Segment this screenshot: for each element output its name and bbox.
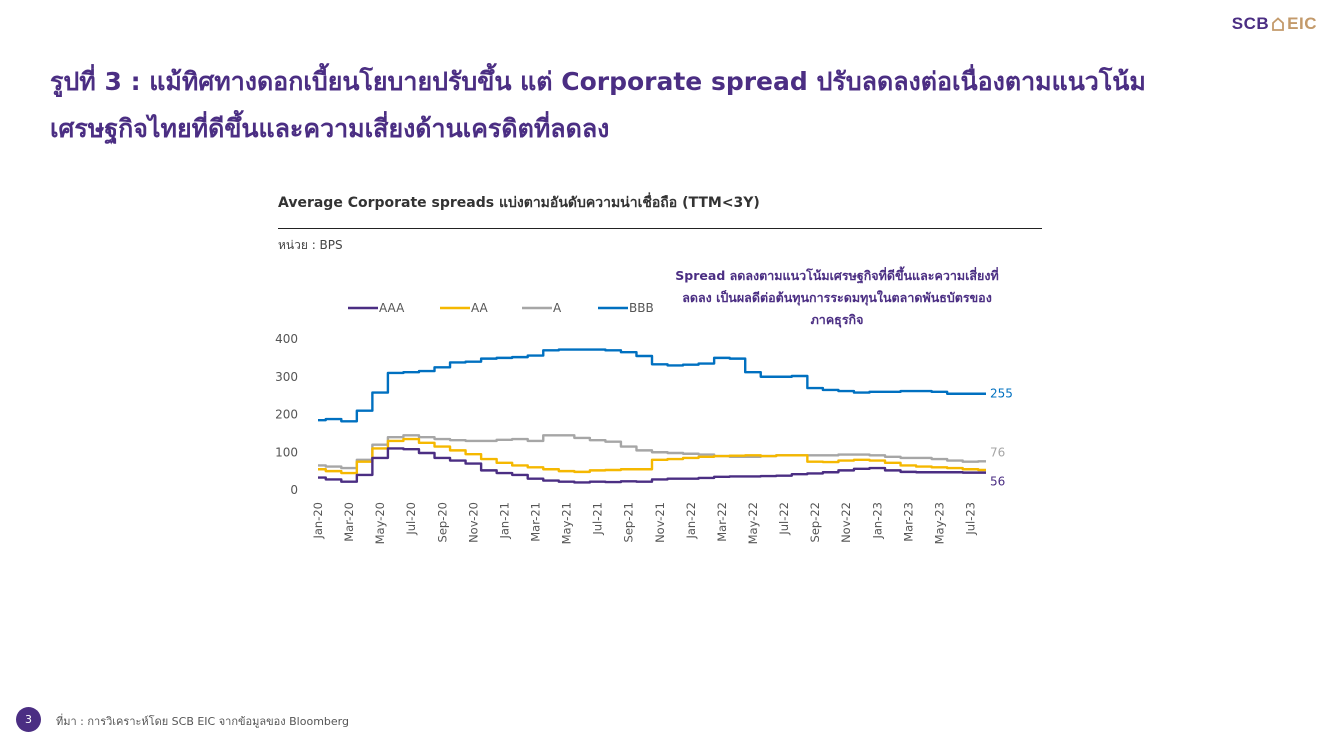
x-tick-label: Jan-20	[311, 502, 325, 540]
x-tick-label: Jan-22	[684, 502, 698, 540]
end-label-bbb: 255	[990, 387, 1013, 401]
x-tick-label: May-22	[746, 502, 760, 544]
x-tick-label: Nov-22	[839, 502, 853, 543]
x-tick-label: May-20	[373, 502, 387, 544]
x-tick-label: Sep-20	[435, 502, 449, 542]
end-label-a: 76	[990, 445, 1005, 459]
y-tick-label: 300	[275, 370, 298, 384]
x-tick-label: Mar-23	[901, 502, 915, 542]
y-tick-label: 0	[290, 483, 298, 497]
series-line-aaa	[318, 447, 986, 484]
x-tick-label: Sep-21	[622, 502, 636, 542]
x-tick-label: Jul-20	[404, 502, 418, 536]
x-tick-label: Mar-20	[342, 502, 356, 542]
source-note: ที่มา : การวิเคราะห์โดย SCB EIC จากข้อมู…	[56, 715, 349, 728]
scb-eic-logo: SCB EIC	[1231, 14, 1317, 33]
page-number: 3	[16, 707, 41, 732]
x-tick-label: Jul-22	[777, 502, 791, 536]
x-tick-label: Jan-21	[497, 502, 511, 540]
x-tick-label: Jul-23	[963, 502, 977, 536]
unit-label: หน่วย : BPS	[278, 238, 343, 252]
y-tick-label: 400	[275, 332, 298, 346]
legend-label-a: A	[553, 301, 562, 315]
series-line-a	[318, 434, 986, 470]
chart-title: Average Corporate spreads แบ่งตามอันดับค…	[278, 195, 760, 211]
end-label-aaa: 56	[990, 475, 1005, 489]
series-line-bbb	[318, 348, 986, 423]
x-tick-label: Mar-21	[528, 502, 542, 542]
legend-label-aaa: AAA	[379, 301, 405, 315]
x-tick-label: Mar-22	[715, 502, 729, 542]
y-tick-label: 100	[275, 445, 298, 459]
x-tick-label: Jul-21	[591, 502, 605, 536]
x-tick-label: Jan-23	[870, 502, 884, 540]
chart-annotation: Spread ลดลงตามแนวโน้มเศรษฐกิจที่ดีขึ้นแล…	[675, 268, 999, 327]
series-line-aa	[318, 437, 986, 475]
x-tick-label: Nov-20	[466, 502, 480, 543]
chart-title-divider	[278, 228, 1042, 229]
house-icon	[1272, 17, 1285, 31]
x-tick-label: May-21	[560, 502, 574, 544]
legend-label-aa: AA	[471, 301, 489, 315]
y-tick-label: 200	[275, 408, 298, 422]
x-tick-label: May-23	[932, 502, 946, 544]
x-tick-label: Sep-22	[808, 502, 822, 542]
slide-title: รูปที่ 3 : แม้ทิศทางดอกเบี้ยนโยบายปรับขึ…	[50, 67, 1146, 143]
legend-label-bbb: BBB	[629, 301, 654, 315]
x-tick-label: Nov-21	[653, 502, 667, 543]
